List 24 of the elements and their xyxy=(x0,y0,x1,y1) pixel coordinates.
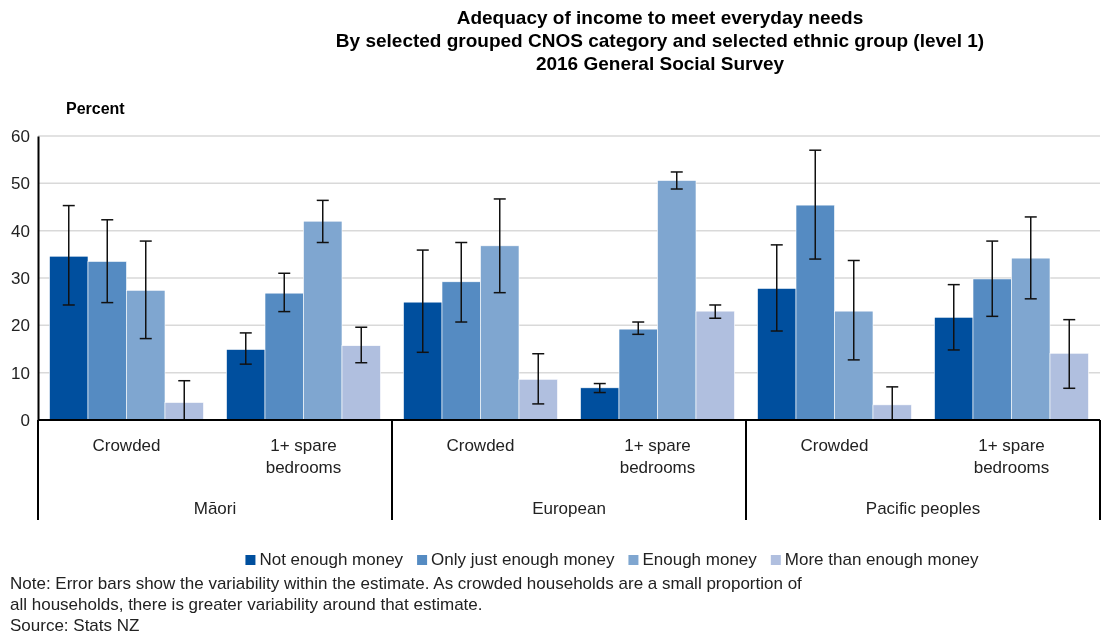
legend-label: Only just enough money xyxy=(431,550,615,569)
x-tick-label: Crowded xyxy=(800,436,869,455)
y-tick-label: 10 xyxy=(11,363,30,383)
y-tick-label: 60 xyxy=(11,126,30,146)
legend-label: Enough money xyxy=(642,550,758,569)
text: European xyxy=(532,499,606,518)
y-tick-label: 20 xyxy=(11,316,30,336)
x-tick-label: 1+ spare bedrooms xyxy=(973,436,1050,477)
x-tick-label: 1+ spare bedrooms xyxy=(265,436,342,477)
text: Note: Error bars show the variability within the estimate. As crowded households are a small proportion of all households, there is greater variability around that estimate. xyxy=(10,574,803,614)
text: Māori xyxy=(193,499,237,518)
chart-title: Adequacy of income to meet everyday needs By selected grouped CNOS category and selected ethnic group (level 1) 2016 General Social Survey xyxy=(335,7,985,74)
y-tick-label: 50 xyxy=(11,174,30,194)
y-tick-label: 30 xyxy=(11,268,30,288)
y-axis-title: Percent xyxy=(66,100,126,117)
x-tick-label: Crowded xyxy=(92,436,161,455)
source-note: Source: Stats NZ xyxy=(10,616,140,635)
legend-label: Not enough money xyxy=(259,550,404,569)
x-tick-label: Crowded xyxy=(446,436,515,455)
y-tick-label: 40 xyxy=(11,221,30,241)
y-tick-label: 0 xyxy=(20,410,30,430)
x-tick-label: 1+ spare bedrooms xyxy=(619,436,696,477)
text: Pacific peoples xyxy=(865,499,981,518)
legend-label: More than enough money xyxy=(784,550,980,569)
